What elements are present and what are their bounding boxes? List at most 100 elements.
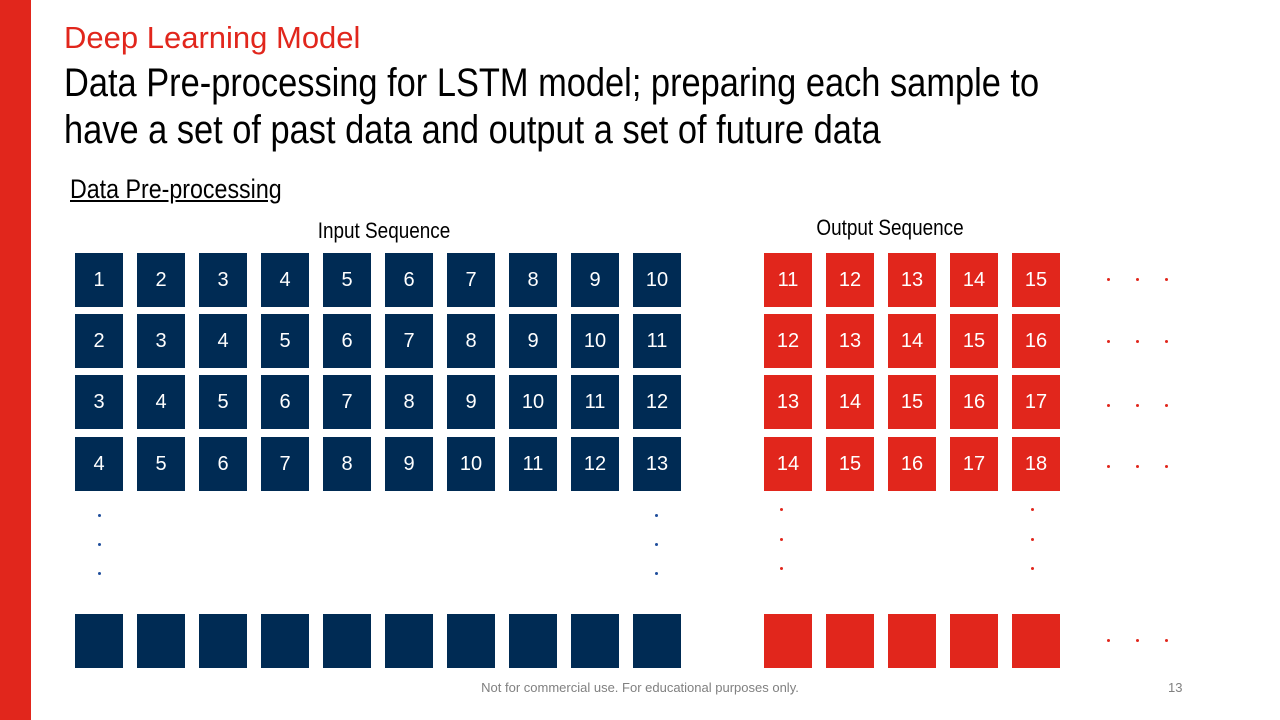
horizontal-ellipsis-dot xyxy=(1136,639,1139,642)
horizontal-ellipsis-dot xyxy=(1107,278,1110,281)
input-sequence-cell: 6 xyxy=(199,437,247,491)
input-sequence-cell: 3 xyxy=(199,253,247,307)
input-sequence-cell: 10 xyxy=(571,314,619,368)
input-sequence-cell: 7 xyxy=(261,437,309,491)
input-sequence-cell xyxy=(509,614,557,668)
output-sequence-cell: 14 xyxy=(764,437,812,491)
section-title: Deep Learning Model xyxy=(64,20,361,55)
input-sequence-cell xyxy=(633,614,681,668)
horizontal-ellipsis-dot xyxy=(1165,278,1168,281)
input-sequence-cell: 4 xyxy=(137,375,185,429)
output-sequence-cell xyxy=(764,614,812,668)
slide-title: Data Pre-processing for LSTM model; prep… xyxy=(64,61,1040,152)
input-sequence-cell: 6 xyxy=(323,314,371,368)
input-sequence-cell: 7 xyxy=(385,314,433,368)
input-sequence-cell: 7 xyxy=(447,253,495,307)
input-sequence-cell xyxy=(385,614,433,668)
vertical-ellipsis-dot xyxy=(1031,538,1034,541)
output-sequence-cell xyxy=(950,614,998,668)
output-sequence-cell: 17 xyxy=(1012,375,1060,429)
output-sequence-cell: 16 xyxy=(950,375,998,429)
vertical-ellipsis-dot xyxy=(655,543,658,546)
vertical-ellipsis-dot xyxy=(780,508,783,511)
side-accent-bar xyxy=(0,0,31,720)
input-sequence-cell: 8 xyxy=(323,437,371,491)
input-sequence-cell xyxy=(447,614,495,668)
vertical-ellipsis-dot xyxy=(98,543,101,546)
input-sequence-cell: 5 xyxy=(137,437,185,491)
output-sequence-cell: 18 xyxy=(1012,437,1060,491)
input-sequence-cell: 8 xyxy=(509,253,557,307)
output-sequence-cell: 17 xyxy=(950,437,998,491)
output-sequence-cell: 13 xyxy=(764,375,812,429)
horizontal-ellipsis-dot xyxy=(1165,340,1168,343)
page-number: 13 xyxy=(1168,680,1183,695)
input-sequence-cell xyxy=(261,614,309,668)
input-sequence-cell: 6 xyxy=(261,375,309,429)
output-sequence-cell xyxy=(1012,614,1060,668)
horizontal-ellipsis-dot xyxy=(1165,639,1168,642)
vertical-ellipsis-dot xyxy=(98,514,101,517)
input-sequence-cell: 11 xyxy=(509,437,557,491)
input-sequence-cell: 1 xyxy=(75,253,123,307)
horizontal-ellipsis-dot xyxy=(1107,340,1110,343)
input-sequence-cell: 8 xyxy=(385,375,433,429)
input-sequence-cell: 4 xyxy=(261,253,309,307)
vertical-ellipsis-dot xyxy=(655,514,658,517)
input-sequence-cell xyxy=(571,614,619,668)
vertical-ellipsis-dot xyxy=(780,567,783,570)
output-sequence-cell: 14 xyxy=(888,314,936,368)
input-sequence-cell: 12 xyxy=(571,437,619,491)
input-sequence-cell: 2 xyxy=(137,253,185,307)
input-sequence-cell: 11 xyxy=(571,375,619,429)
output-sequence-cell: 16 xyxy=(888,437,936,491)
horizontal-ellipsis-dot xyxy=(1136,404,1139,407)
horizontal-ellipsis-dot xyxy=(1136,465,1139,468)
output-sequence-cell: 13 xyxy=(888,253,936,307)
output-sequence-cell: 15 xyxy=(1012,253,1060,307)
input-sequence-cell: 5 xyxy=(261,314,309,368)
input-sequence-cell: 10 xyxy=(447,437,495,491)
input-sequence-cell: 9 xyxy=(571,253,619,307)
input-sequence-cell: 9 xyxy=(447,375,495,429)
input-sequence-cell: 2 xyxy=(75,314,123,368)
input-sequence-cell: 4 xyxy=(75,437,123,491)
input-sequence-cell: 4 xyxy=(199,314,247,368)
vertical-ellipsis-dot xyxy=(655,572,658,575)
input-sequence-cell: 12 xyxy=(633,375,681,429)
output-sequence-cell: 15 xyxy=(950,314,998,368)
input-sequence-cell: 5 xyxy=(323,253,371,307)
input-sequence-cell: 13 xyxy=(633,437,681,491)
output-sequence-cell: 13 xyxy=(826,314,874,368)
input-sequence-cell: 3 xyxy=(137,314,185,368)
subheading: Data Pre-processing xyxy=(70,174,282,204)
horizontal-ellipsis-dot xyxy=(1107,465,1110,468)
input-sequence-cell xyxy=(323,614,371,668)
vertical-ellipsis-dot xyxy=(98,572,101,575)
vertical-ellipsis-dot xyxy=(1031,508,1034,511)
output-sequence-cell xyxy=(826,614,874,668)
input-sequence-cell: 8 xyxy=(447,314,495,368)
output-sequence-cell: 11 xyxy=(764,253,812,307)
output-sequence-cell: 15 xyxy=(888,375,936,429)
input-sequence-cell: 9 xyxy=(385,437,433,491)
horizontal-ellipsis-dot xyxy=(1165,404,1168,407)
input-sequence-cell xyxy=(137,614,185,668)
footer-note: Not for commercial use. For educational … xyxy=(481,680,799,695)
input-sequence-cell: 11 xyxy=(633,314,681,368)
input-sequence-cell: 7 xyxy=(323,375,371,429)
vertical-ellipsis-dot xyxy=(1031,567,1034,570)
input-sequence-cell: 10 xyxy=(509,375,557,429)
input-sequence-label: Input Sequence xyxy=(317,218,451,243)
output-sequence-cell: 12 xyxy=(764,314,812,368)
horizontal-ellipsis-dot xyxy=(1107,404,1110,407)
horizontal-ellipsis-dot xyxy=(1165,465,1168,468)
output-sequence-cell: 12 xyxy=(826,253,874,307)
input-sequence-cell: 10 xyxy=(633,253,681,307)
input-sequence-cell: 5 xyxy=(199,375,247,429)
output-sequence-cell: 14 xyxy=(950,253,998,307)
output-sequence-cell xyxy=(888,614,936,668)
vertical-ellipsis-dot xyxy=(780,538,783,541)
output-sequence-cell: 14 xyxy=(826,375,874,429)
input-sequence-cell: 6 xyxy=(385,253,433,307)
